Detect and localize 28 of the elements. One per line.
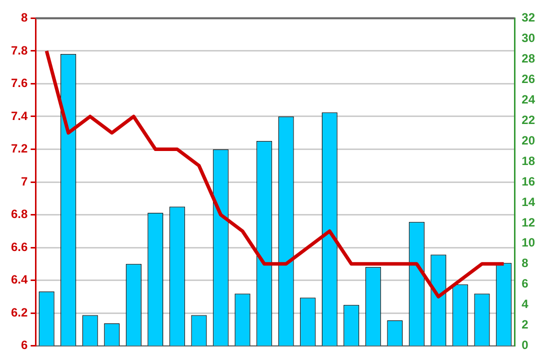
y-tick-label: 6.2 bbox=[10, 305, 28, 320]
y-tick-label: 6 bbox=[20, 338, 28, 352]
y2-tick-label: 0 bbox=[522, 338, 529, 352]
y2-tick-label: 22 bbox=[522, 112, 536, 127]
y2-tick-label: 18 bbox=[522, 154, 536, 168]
y-tick-label: 7.4 bbox=[10, 108, 28, 123]
y2-tick-label: 10 bbox=[522, 236, 536, 250]
y-tick-label: 7.2 bbox=[10, 142, 28, 156]
y2-tick-label: 2 bbox=[522, 318, 529, 332]
y2-tick-label: 16 bbox=[522, 174, 536, 188]
y2-tick-label: 8 bbox=[522, 256, 529, 270]
y2-tick-label: 30 bbox=[522, 30, 536, 45]
y-tick-label: 7 bbox=[20, 174, 28, 188]
y2-tick-label: 12 bbox=[522, 215, 536, 230]
y2-tick-label: 28 bbox=[522, 51, 536, 66]
y2-tick-label: 26 bbox=[522, 72, 536, 86]
y2-tick-label: 14 bbox=[522, 194, 536, 209]
y-tick-label: 6.6 bbox=[10, 240, 28, 254]
y2-tick-label: 24 bbox=[522, 92, 536, 106]
y-tick-label: 6.4 bbox=[10, 272, 28, 287]
y2-tick-label: 32 bbox=[522, 10, 536, 25]
y2-tick-label: 20 bbox=[522, 133, 536, 148]
y2-tick-label: 6 bbox=[522, 276, 529, 291]
y-tick-label: 7.6 bbox=[10, 76, 28, 90]
y-tick-label: 8 bbox=[20, 10, 28, 25]
y-tick-label: 6.8 bbox=[10, 207, 28, 222]
y-tick-label: 7.8 bbox=[10, 43, 28, 58]
y2-tick-label: 4 bbox=[522, 297, 529, 312]
